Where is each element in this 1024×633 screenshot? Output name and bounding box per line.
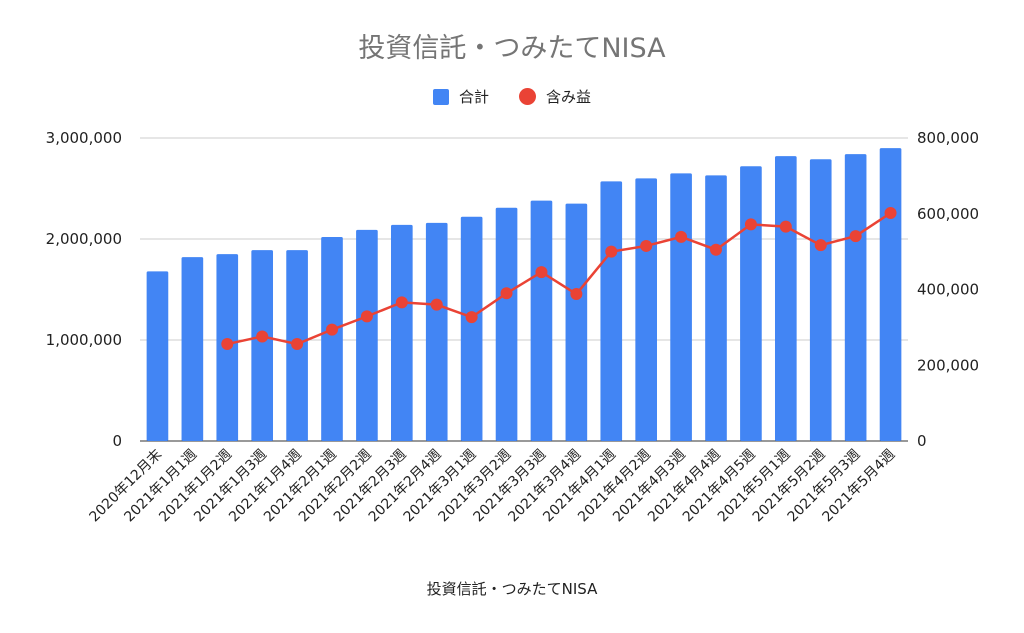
line-point: [395, 296, 408, 309]
y-right-tick-label: 600,000: [917, 205, 979, 223]
y-right-tick-label: 0: [917, 432, 927, 450]
legend-label-total: 合計: [458, 88, 489, 106]
line-point: [500, 287, 513, 300]
bar: [670, 173, 692, 441]
y-left-tick-label: 2,000,000: [46, 230, 122, 248]
bar: [530, 200, 553, 441]
y-left-tick-label: 0: [112, 432, 122, 450]
bar: [390, 224, 413, 441]
bar: [356, 229, 378, 441]
bar: [635, 178, 658, 441]
legend: 合計 含み益: [0, 86, 1024, 107]
legend-swatch-total: [432, 88, 449, 105]
y-right-tick-label: 200,000: [917, 356, 979, 374]
bar: [460, 216, 483, 441]
line-point: [779, 220, 792, 233]
x-axis-title: 投資信託・つみたてNISA: [426, 580, 598, 598]
y-left-tick-label: 3,000,000: [46, 129, 122, 147]
y-right-tick-label: 400,000: [917, 281, 979, 299]
y-right-tick-label: 800,000: [917, 129, 979, 147]
bar: [565, 203, 588, 441]
line-point: [326, 323, 338, 336]
line-point: [605, 245, 618, 258]
line-point: [465, 311, 478, 324]
bar: [740, 166, 762, 441]
bar: [146, 271, 169, 441]
bar: [181, 257, 204, 441]
legend-swatch-unrealized-gain: [519, 88, 536, 105]
line-point: [256, 330, 269, 343]
bar: [251, 250, 274, 441]
line-point: [675, 230, 688, 243]
line-point: [849, 230, 862, 243]
legend-item-total: 合計: [432, 86, 489, 107]
line-point: [884, 206, 897, 219]
y-left-tick-label: 1,000,000: [46, 331, 122, 349]
bar: [844, 154, 867, 441]
line-point: [360, 310, 373, 323]
line-point: [291, 338, 304, 351]
bar: [809, 159, 832, 441]
line-point: [640, 239, 653, 252]
line-point: [221, 338, 234, 351]
legend-label-unrealized-gain: 含み益: [546, 88, 592, 106]
line-point: [710, 243, 722, 256]
legend-item-unrealized-gain: 含み益: [519, 86, 591, 107]
line-point: [570, 288, 583, 301]
line-point: [430, 298, 443, 311]
line-point: [814, 239, 827, 252]
line-point: [744, 218, 757, 231]
bar: [321, 236, 343, 441]
bar: [774, 156, 797, 441]
line-point: [535, 266, 548, 279]
bar: [425, 222, 448, 441]
bar: [705, 175, 727, 441]
chart-title: 投資信託・つみたてNISA: [358, 33, 666, 64]
bar: [879, 148, 902, 441]
bar: [600, 181, 623, 441]
bar: [495, 207, 518, 441]
